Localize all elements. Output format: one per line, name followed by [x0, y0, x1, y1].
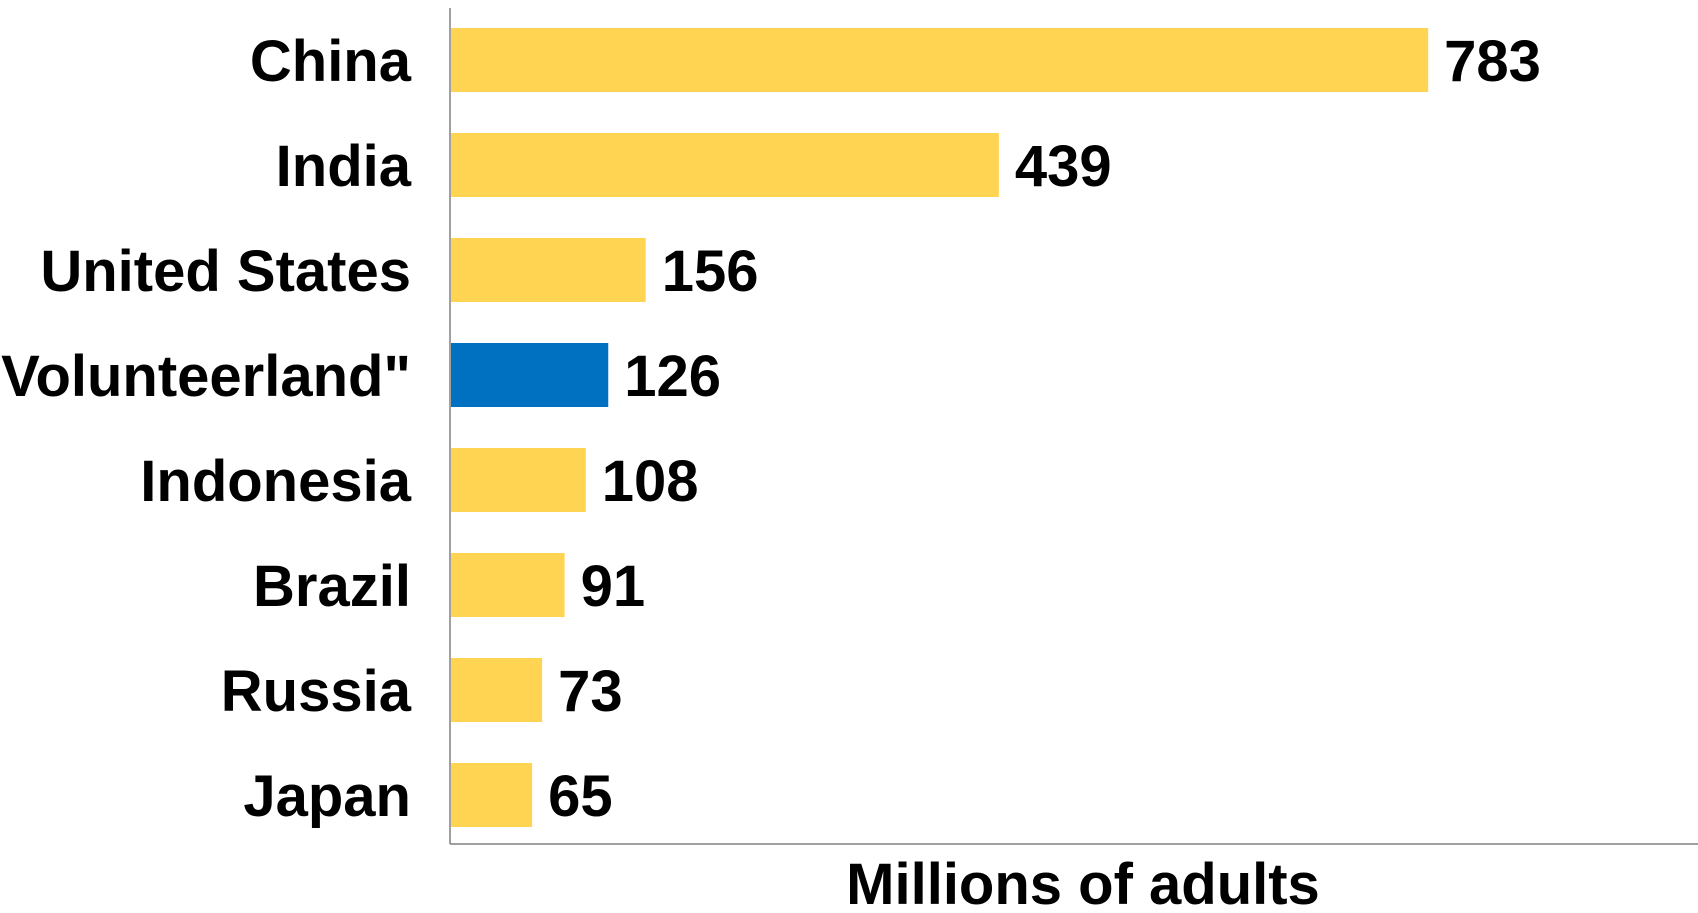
bar	[451, 448, 586, 512]
category-label: Japan	[243, 764, 411, 829]
data-label: 73	[558, 659, 623, 724]
data-label: 108	[602, 449, 699, 514]
category-label: India	[276, 134, 412, 199]
labels-layer: China 783 India 439 United States 156 "Volunte…	[0, 29, 1541, 829]
bar	[451, 658, 543, 722]
bar	[451, 238, 646, 302]
bar	[451, 553, 565, 617]
x-axis-label: Millions of adults	[846, 852, 1320, 908]
category-label: Indonesia	[140, 449, 411, 514]
bars-layer	[451, 28, 1429, 827]
category-label: Russia	[221, 659, 412, 724]
bar	[451, 343, 609, 407]
data-label: 91	[581, 554, 646, 619]
data-label: 65	[548, 764, 613, 829]
data-label: 126	[624, 344, 721, 409]
category-label: China	[250, 29, 412, 94]
category-label: Brazil	[253, 554, 411, 619]
data-label: 156	[662, 239, 759, 304]
category-label: "Volunteerland"	[0, 344, 411, 409]
data-label: 439	[1015, 134, 1112, 199]
category-label: United States	[40, 239, 411, 304]
data-label: 783	[1444, 29, 1541, 94]
bar	[451, 763, 533, 827]
bar	[451, 133, 999, 197]
bar	[451, 28, 1429, 92]
